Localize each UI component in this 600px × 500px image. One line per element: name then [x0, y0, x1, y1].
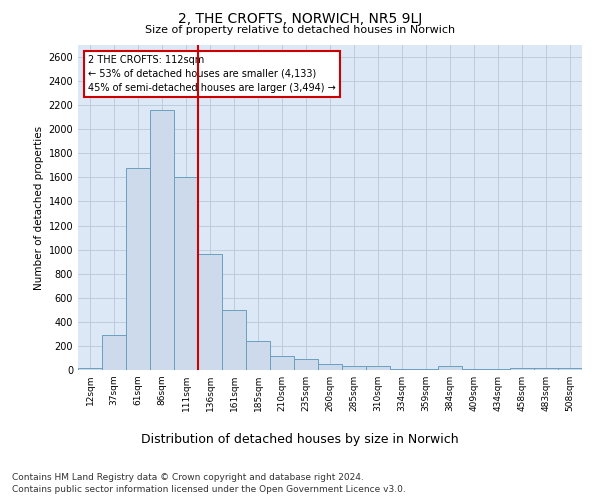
Bar: [558, 368, 582, 370]
Text: Distribution of detached houses by size in Norwich: Distribution of detached houses by size …: [141, 432, 459, 446]
Text: 2, THE CROFTS, NORWICH, NR5 9LJ: 2, THE CROFTS, NORWICH, NR5 9LJ: [178, 12, 422, 26]
Bar: [342, 366, 366, 370]
Bar: [438, 366, 462, 370]
Bar: [318, 364, 342, 370]
Bar: [534, 368, 558, 370]
Text: Size of property relative to detached houses in Norwich: Size of property relative to detached ho…: [145, 25, 455, 35]
Text: Contains HM Land Registry data © Crown copyright and database right 2024.: Contains HM Land Registry data © Crown c…: [12, 472, 364, 482]
Bar: [390, 369, 414, 370]
Bar: [174, 178, 198, 370]
Bar: [78, 368, 102, 370]
Bar: [510, 368, 534, 370]
Y-axis label: Number of detached properties: Number of detached properties: [34, 126, 44, 290]
Bar: [294, 359, 318, 370]
Bar: [246, 341, 270, 370]
Text: 2 THE CROFTS: 112sqm
← 53% of detached houses are smaller (4,133)
45% of semi-de: 2 THE CROFTS: 112sqm ← 53% of detached h…: [88, 54, 336, 93]
Bar: [102, 335, 126, 370]
Bar: [222, 310, 246, 370]
Bar: [198, 254, 222, 370]
Bar: [150, 110, 174, 370]
Bar: [126, 168, 150, 370]
Text: Contains public sector information licensed under the Open Government Licence v3: Contains public sector information licen…: [12, 485, 406, 494]
Bar: [366, 366, 390, 370]
Bar: [270, 356, 294, 370]
